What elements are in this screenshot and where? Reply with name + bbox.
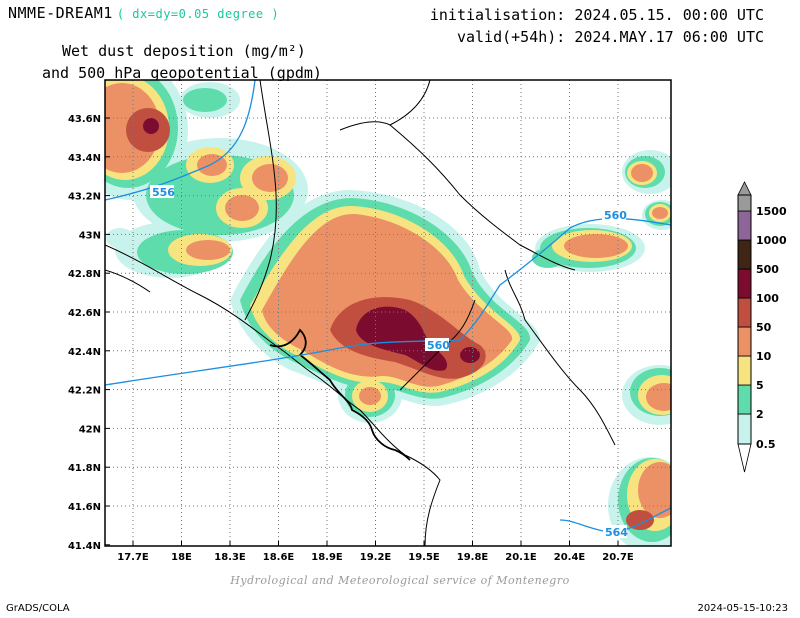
legend-swatch [737, 413, 752, 445]
latitude-labels: 43.6N 43.4N 43.2N 43N 42.8N 42.6N 42.4N 42.2N 42… [68, 114, 110, 552]
model-name: NMME-DREAM1 [8, 4, 113, 22]
legend-level-label: 1500 [756, 205, 787, 218]
legend-level-label: 10 [756, 350, 772, 363]
lon-tick-label: 18.3E [214, 552, 246, 563]
lat-tick-label: 42.2N [68, 386, 101, 397]
legend-frame [737, 194, 752, 445]
lat-tick-label: 43.2N [68, 192, 101, 203]
lon-tick-label: 17.7E [117, 552, 149, 563]
lon-tick-label: 20.1E [505, 552, 537, 563]
longitude-labels: 17.7E 18E 18.3E 18.6E 18.9E 19.2E 19.5E 19.8E 20… [117, 541, 634, 563]
initialisation-time: initialisation: 2024.05.15. 00:00 UTC [429, 6, 764, 24]
dust-deposition-field [105, 80, 671, 546]
legend-upper-triangle [737, 181, 752, 196]
lat-tick-label: 42N [79, 424, 101, 435]
timestamp-label: 2024-05-15-10:23 [697, 603, 788, 614]
lat-tick-label: 42.8N [68, 269, 101, 280]
lon-tick-label: 18E [171, 552, 192, 563]
lat-tick-label: 41.6N [68, 502, 101, 513]
legend-level-label: 2 [756, 408, 764, 421]
legend-level-label: 0.5 [756, 438, 776, 451]
legend-swatch [737, 239, 752, 270]
legend-level-label: 50 [756, 321, 772, 334]
lat-tick-label: 42.4N [68, 347, 101, 358]
software-label: GrADS/COLA [6, 603, 70, 614]
subtitle-line-1: Wet dust deposition (mg/m²) [62, 42, 306, 60]
map-frame [104, 79, 672, 547]
legend-lower-triangle [737, 443, 752, 473]
lon-tick-label: 19.5E [408, 552, 440, 563]
contour-label-560: 560 [427, 339, 450, 352]
lon-tick-label: 19.8E [457, 552, 489, 563]
legend-swatch [737, 355, 752, 386]
legend-swatch [737, 297, 752, 328]
legend-level-label: 1000 [756, 234, 787, 247]
contour-labels: 556 560 560 564 [150, 185, 628, 539]
subtitle-line-2: and 500 hPa geopotential (gpdm) [42, 64, 322, 82]
legend-level-label: 100 [756, 292, 779, 305]
contour-label-564: 564 [605, 526, 628, 539]
legend-swatch [737, 194, 752, 212]
map-title: NMME-DREAM1( dx=dy=0.05 degree ) [8, 4, 279, 22]
legend-swatch [737, 384, 752, 415]
legend-level-label: 5 [756, 379, 764, 392]
legend-level-label: 500 [756, 263, 779, 276]
lon-tick-label: 20.4E [554, 552, 586, 563]
credit-text: Hydrological and Meteorological service … [230, 574, 570, 587]
contour-label-556: 556 [152, 186, 175, 199]
legend-swatch [737, 268, 752, 299]
lon-tick-label: 19.2E [360, 552, 392, 563]
lat-tick-label: 43.6N [68, 114, 101, 125]
lon-tick-label: 18.6E [263, 552, 295, 563]
legend-swatch [737, 326, 752, 357]
color-legend: 0.5 2 5 10 50 100 500 1000 1500 [737, 181, 787, 473]
resolution-label: ( dx=dy=0.05 degree ) [116, 7, 280, 21]
contour-label-560-east: 560 [604, 209, 627, 222]
lat-tick-label: 41.4N [68, 541, 101, 552]
lat-lon-grid [105, 80, 671, 546]
lon-tick-label: 20.7E [602, 552, 634, 563]
valid-time: valid(+54h): 2024.MAY.17 06:00 UTC [456, 28, 764, 46]
legend-swatch [737, 210, 752, 241]
lat-tick-label: 41.8N [68, 463, 101, 474]
lat-tick-label: 42.6N [68, 308, 101, 319]
lon-tick-label: 18.9E [311, 552, 343, 563]
lat-tick-label: 43.4N [68, 153, 101, 164]
lat-tick-label: 43N [79, 230, 101, 241]
